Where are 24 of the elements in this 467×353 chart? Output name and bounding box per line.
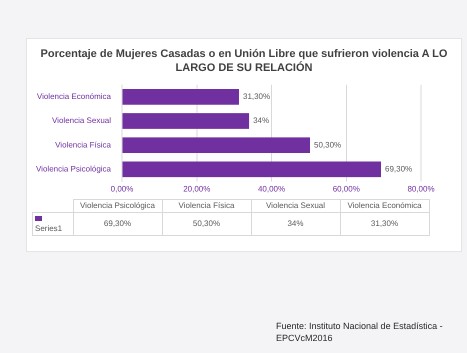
text: 50,30% [192,219,220,228]
category-label: Violencia Física [178,201,234,210]
source-note: Fuente: Instituto Nacional de Estadística - EPCVcM2016 [276,320,444,344]
y-tick-label: Violencia Física [55,140,112,150]
chart-title: Porcentaje de Mujeres Casadas o en Unión Libre que sufrieron violencia A LO LARGO DE SU RELACIÓN [40,47,448,75]
x-tick-label: 20,00% [183,184,210,194]
text: 34% [287,219,304,228]
x-tick-label: 0,00% [110,184,134,194]
text: 69,30% [104,219,132,228]
data-label: 69,30% [385,164,412,174]
legend-label: Series1 [32,212,73,236]
category-label: Violencia Económica [347,201,422,210]
data-label: 50,30% [314,140,342,150]
y-tick-label: Violencia Psicológica [36,164,112,174]
x-tick-label: 80,00% [407,184,435,194]
x-tick-label: 40,00% [258,184,286,194]
text: 31,30% [370,219,398,228]
x-tick-label: 60,00% [332,184,360,194]
y-tick-label: Violencia Económica [36,92,112,102]
data-label: 31,30% [242,92,270,102]
y-tick-label: Violencia Sexual [52,116,112,126]
data-label: 34% [253,116,270,126]
category-label: Violencia Sexual [266,201,325,210]
category-label: Violencia Psicológica [80,201,155,210]
